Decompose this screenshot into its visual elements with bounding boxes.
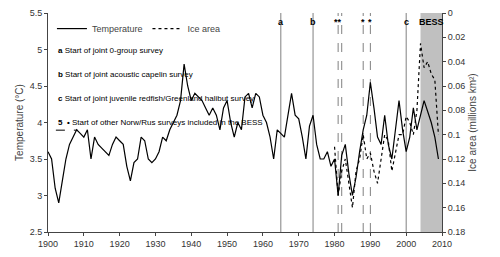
- svg-text:0.14: 0.14: [448, 178, 466, 188]
- svg-text:a Start of joint 0-group surve: a Start of joint 0-group survey: [58, 46, 163, 55]
- svg-text:5: 5: [37, 45, 42, 55]
- svg-text:0: 0: [448, 8, 453, 18]
- svg-text:0.06: 0.06: [448, 81, 466, 91]
- svg-text:b: b: [310, 17, 316, 27]
- svg-text:1990: 1990: [360, 239, 380, 249]
- svg-text:Ice area (millions km²): Ice area (millions km²): [467, 73, 478, 171]
- svg-text:4: 4: [37, 118, 42, 128]
- svg-text:1960: 1960: [253, 239, 273, 249]
- svg-text:1980: 1980: [325, 239, 345, 249]
- svg-text:a: a: [278, 17, 284, 27]
- svg-text:Temperature: Temperature: [92, 24, 143, 34]
- svg-text:2000: 2000: [396, 239, 416, 249]
- svg-text:0.12: 0.12: [448, 154, 466, 164]
- svg-text:*: *: [368, 17, 372, 27]
- svg-text:1950: 1950: [217, 239, 237, 249]
- svg-text:Ice area: Ice area: [187, 24, 220, 34]
- svg-text:5 • Start of other Norw/Rus s: 5 • Start of other Norw/Rus surveys incl…: [58, 118, 263, 127]
- svg-text:BESS: BESS: [419, 17, 444, 27]
- svg-text:1900: 1900: [38, 239, 58, 249]
- svg-text:**: **: [334, 17, 342, 27]
- svg-text:5.5: 5.5: [30, 8, 43, 18]
- svg-text:1970: 1970: [289, 239, 309, 249]
- svg-text:0.02: 0.02: [448, 32, 466, 42]
- svg-text:2.5: 2.5: [30, 227, 43, 237]
- svg-text:0.08: 0.08: [448, 105, 466, 115]
- svg-text:1910: 1910: [74, 239, 94, 249]
- svg-text:b Start of joint acoustic cape: b Start of joint acoustic capelin survey: [58, 70, 193, 79]
- svg-text:Temperature (°C): Temperature (°C): [14, 84, 25, 161]
- svg-text:3.5: 3.5: [30, 154, 43, 164]
- svg-text:*: *: [361, 17, 365, 27]
- svg-text:1930: 1930: [145, 239, 165, 249]
- svg-text:4.5: 4.5: [30, 81, 43, 91]
- svg-text:c Start of joint juvenile redf: c Start of joint juvenile redfish/Greenl…: [58, 94, 254, 103]
- svg-text:3: 3: [37, 191, 42, 201]
- svg-text:0.04: 0.04: [448, 57, 466, 67]
- svg-text:0.16: 0.16: [448, 203, 466, 213]
- svg-text:2010: 2010: [432, 239, 452, 249]
- svg-text:1920: 1920: [110, 239, 130, 249]
- svg-text:0.1: 0.1: [448, 130, 461, 140]
- svg-text:1940: 1940: [181, 239, 201, 249]
- svg-text:c: c: [404, 17, 409, 27]
- svg-text:0.18: 0.18: [448, 227, 466, 237]
